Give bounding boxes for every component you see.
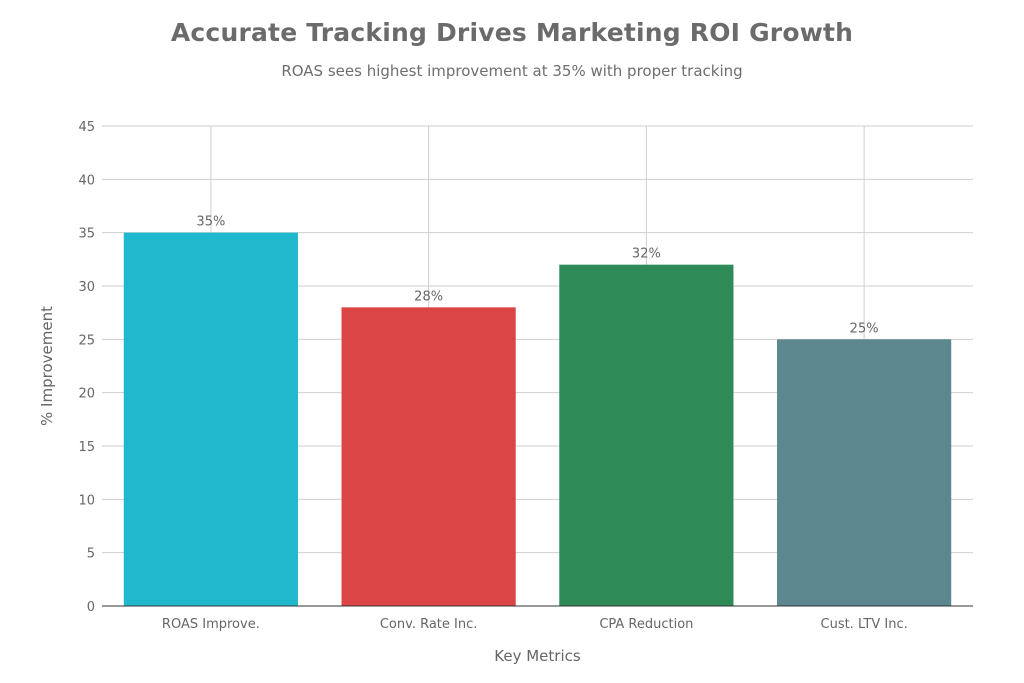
y-axis-title: % Improvement	[38, 306, 56, 426]
x-tick-label: ROAS Improve.	[162, 617, 260, 632]
data-label: 32%	[632, 247, 661, 262]
data-label: 25%	[850, 321, 879, 336]
y-tick-label: 40	[78, 173, 95, 188]
x-tick-label: Conv. Rate Inc.	[380, 617, 478, 632]
x-axis-title: Key Metrics	[494, 647, 581, 665]
y-tick-label: 25	[78, 333, 95, 348]
y-tick-label: 35	[78, 227, 95, 242]
x-tick-label: Cust. LTV Inc.	[821, 617, 908, 632]
bars	[123, 232, 952, 606]
x-tick-label: CPA Reduction	[599, 617, 693, 632]
bar	[559, 264, 734, 606]
bar	[341, 307, 516, 606]
y-tick-label: 15	[78, 440, 95, 455]
data-label: 28%	[414, 289, 443, 304]
data-label: 35%	[196, 215, 225, 230]
y-tick-label: 10	[78, 493, 95, 508]
labels: 0 5 10 15 20 25 30 35 40 45 35% ROAS Improve. 28% Con…	[78, 120, 907, 632]
bar	[777, 339, 952, 606]
y-tick-label: 45	[78, 120, 95, 135]
y-tick-label: 30	[78, 280, 95, 295]
y-tick-label: 0	[87, 600, 95, 615]
chart-title: Accurate Tracking Drives Marketing ROI G…	[170, 18, 854, 47]
bar	[123, 232, 298, 606]
y-tick-label: 20	[78, 387, 95, 402]
chart-subtitle: ROAS sees highest improvement at 35% wit…	[281, 62, 743, 80]
y-tick-label: 5	[87, 547, 95, 562]
